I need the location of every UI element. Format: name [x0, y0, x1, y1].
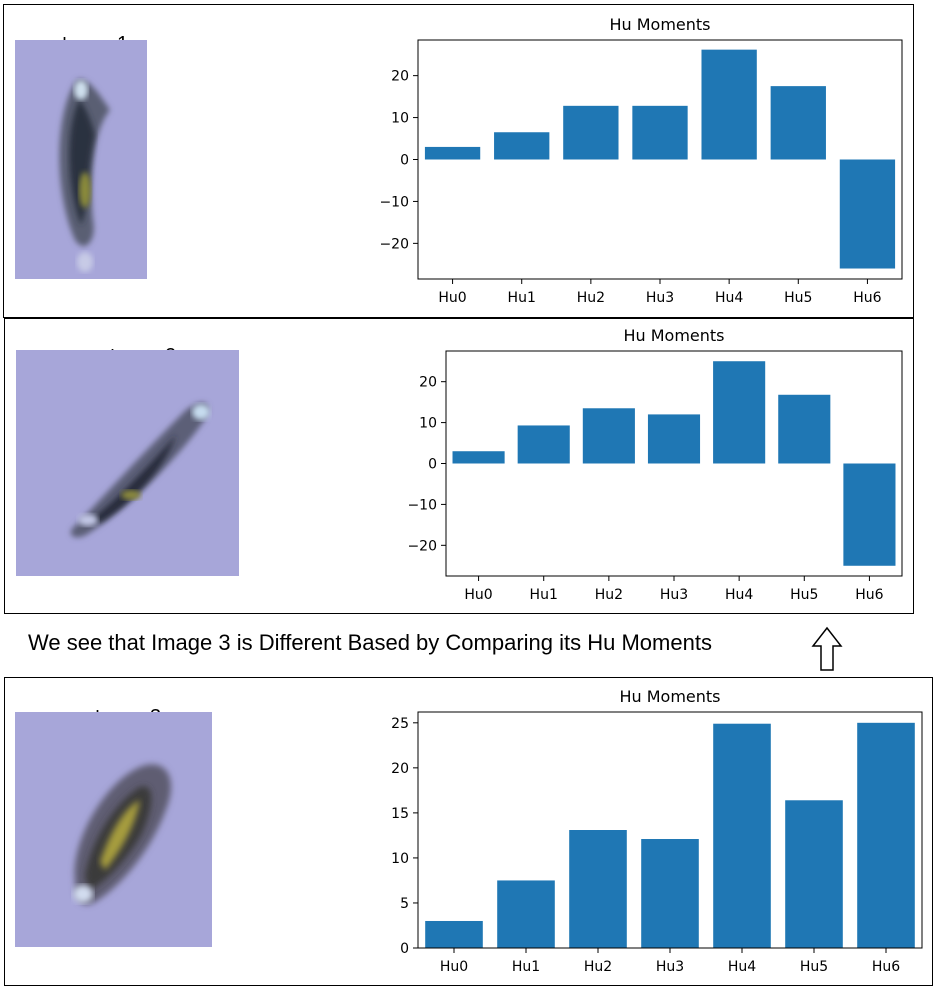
bar-hu0	[424, 146, 481, 160]
x-tick-label: Hu6	[855, 587, 883, 603]
x-tick-label: Hu0	[438, 290, 466, 306]
y-tick-label: 0	[428, 457, 437, 473]
x-tick-label: Hu1	[512, 959, 540, 975]
bar-hu4	[701, 49, 757, 160]
image-3-thumbnail	[15, 712, 212, 947]
bar-hu2	[582, 408, 635, 464]
y-tick-label: 10	[419, 416, 437, 432]
x-tick-label: Hu1	[530, 587, 558, 603]
chart-1-title: Hu Moments	[609, 15, 710, 34]
x-tick-label: Hu4	[715, 290, 743, 306]
y-tick-label: 20	[391, 69, 409, 85]
y-tick-label: 10	[391, 851, 409, 867]
bar-hu2	[563, 105, 619, 160]
y-tick-label: 20	[419, 375, 437, 391]
y-tick-label: 25	[391, 716, 409, 732]
plot-frame	[417, 711, 923, 949]
x-tick-label: Hu4	[728, 959, 756, 975]
x-tick-label: Hu6	[872, 959, 900, 975]
x-tick-label: Hu1	[508, 290, 536, 306]
bar-hu6	[843, 463, 896, 566]
y-tick-label: 0	[400, 153, 409, 169]
bar-hu6	[857, 722, 915, 948]
y-tick-label: 0	[400, 941, 409, 957]
bar-hu0	[452, 451, 505, 464]
image-1-thumbnail	[15, 40, 147, 279]
x-tick-label: Hu5	[800, 959, 828, 975]
y-tick-label: 20	[391, 761, 409, 777]
y-tick-label: −20	[407, 538, 437, 554]
bar-hu2	[569, 830, 627, 948]
plot-frame	[445, 350, 903, 577]
bar-hu5	[785, 800, 843, 948]
x-tick-label: Hu2	[577, 290, 605, 306]
x-tick-label: Hu0	[464, 587, 492, 603]
cell-3-picture	[15, 712, 212, 947]
bar-hu3	[641, 839, 699, 948]
bar-hu5	[770, 86, 826, 160]
bar-hu1	[517, 425, 570, 464]
bar-hu4	[713, 361, 766, 464]
y-tick-label: 10	[391, 111, 409, 127]
x-tick-label: Hu2	[584, 959, 612, 975]
x-tick-label: Hu3	[646, 290, 674, 306]
x-tick-label: Hu3	[660, 587, 688, 603]
comparison-caption: We see that Image 3 is Different Based b…	[28, 630, 712, 655]
chart-3-title: Hu Moments	[619, 687, 720, 706]
bar-hu4	[713, 723, 771, 948]
x-tick-label: Hu2	[595, 587, 623, 603]
x-tick-label: Hu4	[725, 587, 753, 603]
up-arrow-icon	[811, 626, 843, 671]
x-tick-label: Hu6	[853, 290, 881, 306]
cell-2-picture	[16, 350, 239, 576]
cell-1-picture	[15, 40, 147, 279]
x-tick-label: Hu5	[790, 587, 818, 603]
bar-hu1	[497, 880, 555, 948]
bar-hu5	[778, 394, 831, 464]
y-tick-label: −20	[379, 236, 409, 252]
x-tick-label: Hu0	[440, 959, 468, 975]
x-tick-label: Hu3	[656, 959, 684, 975]
x-tick-label: Hu5	[784, 290, 812, 306]
image-2-thumbnail	[16, 350, 239, 576]
plot-frame	[417, 39, 903, 280]
bar-hu3	[647, 414, 701, 464]
bar-hu1	[494, 132, 550, 160]
y-tick-label: 5	[400, 896, 409, 912]
y-tick-label: 15	[391, 806, 409, 822]
bar-hu0	[425, 920, 483, 948]
hu-moments-chart-1: Hu Moments Hu0 Hu1 Hu2 Hu3 Hu4 Hu5 Hu6 −20 −10 0 10…	[379, 15, 903, 306]
panel-image-1	[3, 4, 914, 318]
bar-hu6	[839, 159, 896, 269]
bar-hu3	[632, 105, 688, 160]
y-tick-label: −10	[379, 194, 409, 210]
hu-moments-chart-2: Hu Moments Hu0 Hu1 Hu2 Hu3 Hu4 Hu5 Hu6 −20 −10 0 10…	[407, 326, 903, 603]
chart-2-title: Hu Moments	[623, 326, 724, 345]
y-tick-label: −10	[407, 497, 437, 513]
